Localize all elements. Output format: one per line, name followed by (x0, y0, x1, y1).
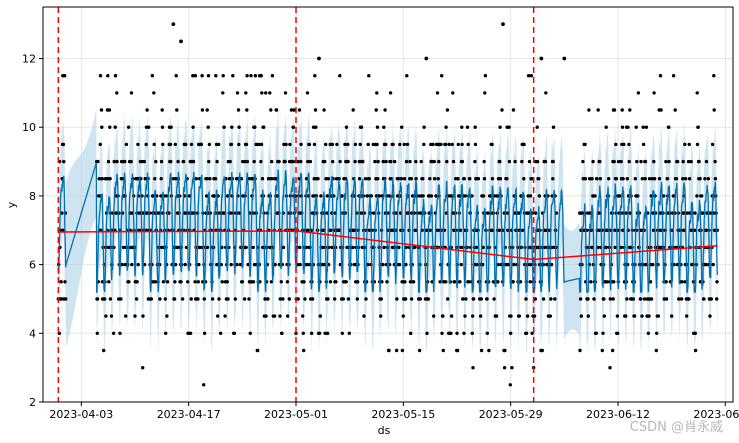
x-tick-label: 2023-04-03 (49, 408, 113, 421)
x-axis-label: ds (378, 424, 391, 437)
x-tick-label: 2023-06-26 (693, 408, 739, 421)
watermark-text: CSDN @肖永威 (629, 420, 723, 435)
y-tick-label: 2 (29, 396, 36, 409)
y-tick-label: 8 (29, 190, 36, 203)
y-axis-ticks: 2 4 6 8 10 12 (22, 53, 43, 409)
observed-point-outlier (562, 56, 567, 61)
observed-points (56, 73, 720, 387)
forecast-layer (57, 162, 718, 294)
y-tick-label: 12 (22, 53, 36, 66)
x-tick-label: 2023-05-01 (264, 408, 328, 421)
x-axis-ticks: 2023-04-03 2023-04-17 2023-05-01 2023-05-15… (49, 402, 739, 421)
x-tick-label: 2023-05-29 (479, 408, 543, 421)
observations-layer (56, 22, 720, 387)
observed-point-outlier (179, 39, 183, 44)
observed-point-outlier (171, 22, 176, 27)
observed-point-outlier (539, 56, 544, 61)
x-tick-label: 2023-05-15 (371, 408, 435, 421)
changepoints-layer (57, 7, 535, 402)
observed-point-outlier (317, 56, 321, 61)
plot-frame (42, 6, 734, 403)
observed-point-outlier (424, 56, 429, 61)
y-axis-label: y (5, 201, 18, 208)
trend-layer (58, 230, 718, 261)
y-tick-label: 6 (29, 259, 36, 272)
y-tick-label: 4 (29, 327, 36, 340)
x-tick-label: 2023-06-12 (586, 408, 650, 421)
y-tick-label: 10 (22, 121, 36, 134)
trend-line (58, 230, 718, 261)
x-tick-label: 2023-04-17 (157, 408, 221, 421)
forecast-line (57, 162, 718, 294)
observed-point-outlier (501, 22, 505, 27)
